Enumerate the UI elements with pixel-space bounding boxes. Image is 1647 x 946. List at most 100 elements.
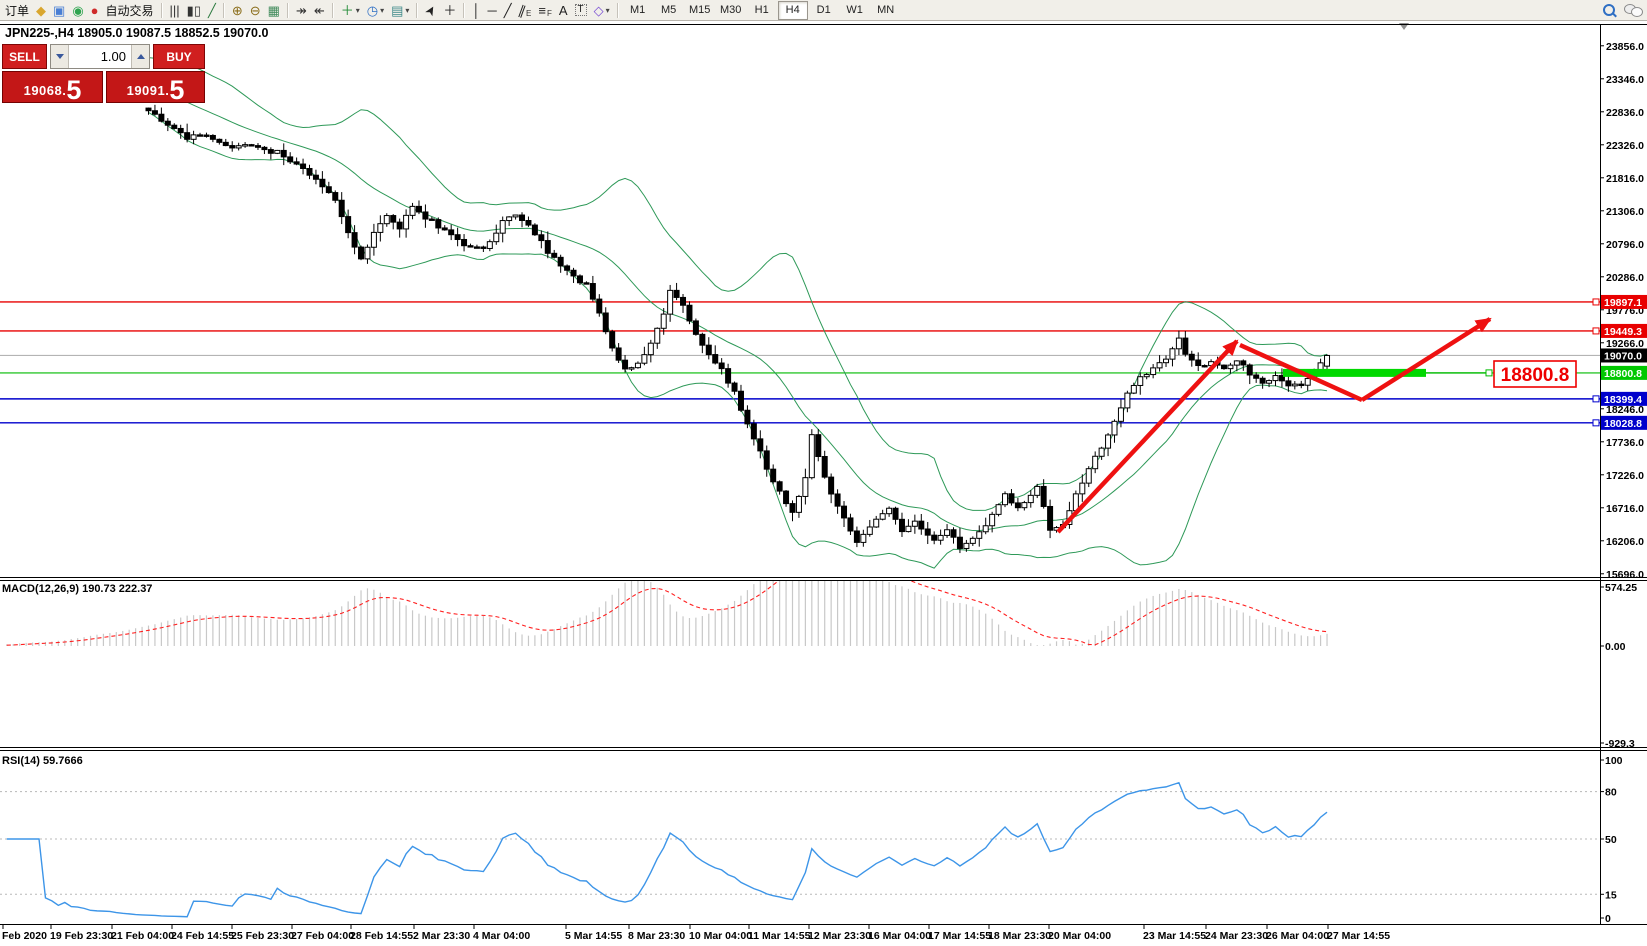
line-chart-icon[interactable]: ╱: [205, 1, 219, 19]
chevron-down-icon: ▾: [605, 5, 610, 15]
svg-text:27 Mar 14:55: 27 Mar 14:55: [1327, 930, 1390, 942]
svg-text:18800.8: 18800.8: [1604, 368, 1642, 380]
chat-icon: [1624, 3, 1644, 17]
macd-axis[interactable]: 574.25 0.00 -929.3: [1600, 582, 1637, 750]
templates-icon[interactable]: ▤ ▾: [388, 1, 412, 19]
signals-icon[interactable]: ◉: [69, 1, 86, 19]
timeframe-d1[interactable]: D1: [816, 4, 831, 16]
svg-text:22836.0: 22836.0: [1606, 107, 1644, 119]
shapes-icon[interactable]: ◇ ▾: [591, 1, 613, 19]
svg-text:8 Mar 23:30: 8 Mar 23:30: [628, 930, 685, 942]
svg-text:18246.0: 18246.0: [1606, 404, 1644, 416]
macd-label: MACD(12,26,9) 190.73 222.37: [2, 583, 152, 595]
timeframe-m1[interactable]: M1: [630, 4, 646, 16]
bollinger-bands: [148, 57, 1328, 569]
analyst-annotations: 18800.8: [1056, 23, 1577, 534]
new-order-button[interactable]: 订单: [5, 3, 30, 18]
volume-increase-button[interactable]: [131, 45, 149, 68]
svg-text:17226.0: 17226.0: [1606, 470, 1644, 482]
chart-title: JPN225-,H4 18905.0 19087.5 18852.5 19070…: [5, 26, 269, 40]
svg-text:11 Mar 14:55: 11 Mar 14:55: [748, 930, 811, 942]
zoom-out-icon: ⊖: [249, 2, 261, 18]
svg-text:21306.0: 21306.0: [1606, 206, 1644, 218]
fibonacci-icon-sub: F: [546, 9, 552, 18]
svg-text:16716.0: 16716.0: [1606, 503, 1644, 515]
svg-text:20286.0: 20286.0: [1606, 272, 1644, 284]
buy-button[interactable]: BUY: [153, 44, 205, 69]
svg-text:20796.0: 20796.0: [1606, 239, 1644, 251]
svg-text:-929.3: -929.3: [1605, 738, 1635, 750]
cursor-icon: ➤: [421, 1, 441, 19]
new-chart-icon[interactable]: ＋ ▾: [338, 1, 363, 19]
timeframe-h4[interactable]: H4: [777, 0, 808, 20]
volume-decrease-button[interactable]: [51, 45, 69, 68]
search-icon[interactable]: [1599, 1, 1620, 19]
search-icon: [1602, 3, 1617, 18]
autotrading-icon[interactable]: ●: [88, 1, 102, 19]
bar-chart-icon[interactable]: |||: [167, 1, 183, 19]
equidistant-channel-icon[interactable]: ∥ E: [516, 1, 535, 19]
candlestick-chart-icon[interactable]: ▮▯: [184, 1, 204, 19]
svg-text:Feb 2020: Feb 2020: [2, 930, 47, 942]
autotrading-label: 自动交易: [105, 3, 154, 18]
price-axis[interactable]: 23856.0 23346.0 22836.0 22326.0 21816.0 21306…: [1592, 41, 1647, 581]
candlesticks: [145, 104, 1331, 554]
svg-text:17 Mar 14:55: 17 Mar 14:55: [928, 930, 991, 942]
terminal-icon[interactable]: ▣: [50, 1, 68, 19]
svg-text:26 Mar 04:00: 26 Mar 04:00: [1266, 930, 1329, 942]
svg-text:20 Mar 04:00: 20 Mar 04:00: [1048, 930, 1111, 942]
zoom-in-icon: ⊕: [231, 2, 243, 18]
periods-icon: ◷: [366, 2, 379, 18]
buy-price-panel[interactable]: 19091. 5: [106, 71, 205, 104]
new-chart-icon: ＋: [340, 2, 354, 18]
cursor-icon[interactable]: ➤: [421, 1, 441, 19]
svg-text:15: 15: [1605, 889, 1617, 901]
sell-price-panel[interactable]: 19068. 5: [2, 71, 103, 106]
triangle-down-icon: [55, 54, 64, 59]
chat-icon[interactable]: [1621, 1, 1647, 19]
timeframe-m30[interactable]: M30: [719, 4, 742, 16]
timeframe-w1[interactable]: W1: [846, 4, 863, 16]
horizontal-line-icon[interactable]: ─: [484, 1, 499, 19]
svg-text:23346.0: 23346.0: [1606, 74, 1644, 86]
zoom-in-icon[interactable]: ⊕: [229, 1, 246, 19]
toolbar-separator: [331, 2, 334, 18]
tile-windows-icon[interactable]: ▦: [265, 1, 283, 19]
price-level-lines: [0, 301, 1600, 424]
deposit-icon: ◆: [36, 2, 47, 18]
fibonacci-icon[interactable]: ≡ F: [535, 1, 554, 19]
panel-frames: [0, 24, 1647, 925]
zoom-out-icon[interactable]: ⊖: [247, 1, 264, 19]
svg-text:21 Feb 04:00: 21 Feb 04:00: [111, 930, 174, 942]
svg-text:24 Feb 14:55: 24 Feb 14:55: [171, 930, 234, 942]
timeframe-mn[interactable]: MN: [877, 4, 895, 16]
svg-text:15696.0: 15696.0: [1606, 569, 1644, 581]
crosshair-icon[interactable]: ＋: [440, 1, 459, 19]
sell-price-big-digit: 5: [66, 75, 82, 106]
svg-text:5 Mar 14:55: 5 Mar 14:55: [565, 930, 622, 942]
sell-button[interactable]: SELL: [2, 44, 47, 69]
svg-text:80: 80: [1605, 787, 1617, 799]
fibonacci-icon: ≡: [538, 2, 546, 18]
chart-shift-icon[interactable]: ↞: [311, 1, 328, 19]
volume-input[interactable]: 1.00: [100, 49, 126, 64]
svg-text:19266.0: 19266.0: [1606, 338, 1644, 350]
deposit-icon[interactable]: ◆: [33, 1, 49, 19]
rsi-label: RSI(14) 59.7666: [2, 755, 83, 767]
auto-scroll-icon[interactable]: ↠: [293, 1, 310, 19]
trendline-icon[interactable]: ╱: [501, 1, 515, 19]
timeframe-m5[interactable]: M5: [661, 4, 677, 16]
text-icon[interactable]: A: [556, 1, 571, 19]
trendline-icon: ╱: [503, 2, 512, 18]
chevron-down-icon: ▾: [405, 5, 410, 15]
vertical-line-icon[interactable]: │: [469, 1, 483, 19]
timeframe-h1[interactable]: H1: [754, 4, 769, 16]
periods-icon[interactable]: ◷ ▾: [364, 1, 387, 19]
timeframe-m15[interactable]: M15: [688, 4, 711, 16]
svg-text:4 Mar 04:00: 4 Mar 04:00: [473, 930, 530, 942]
text-label-icon[interactable]: T: [572, 1, 590, 19]
rsi-axis[interactable]: 100 80 50 15 0: [1600, 755, 1623, 925]
